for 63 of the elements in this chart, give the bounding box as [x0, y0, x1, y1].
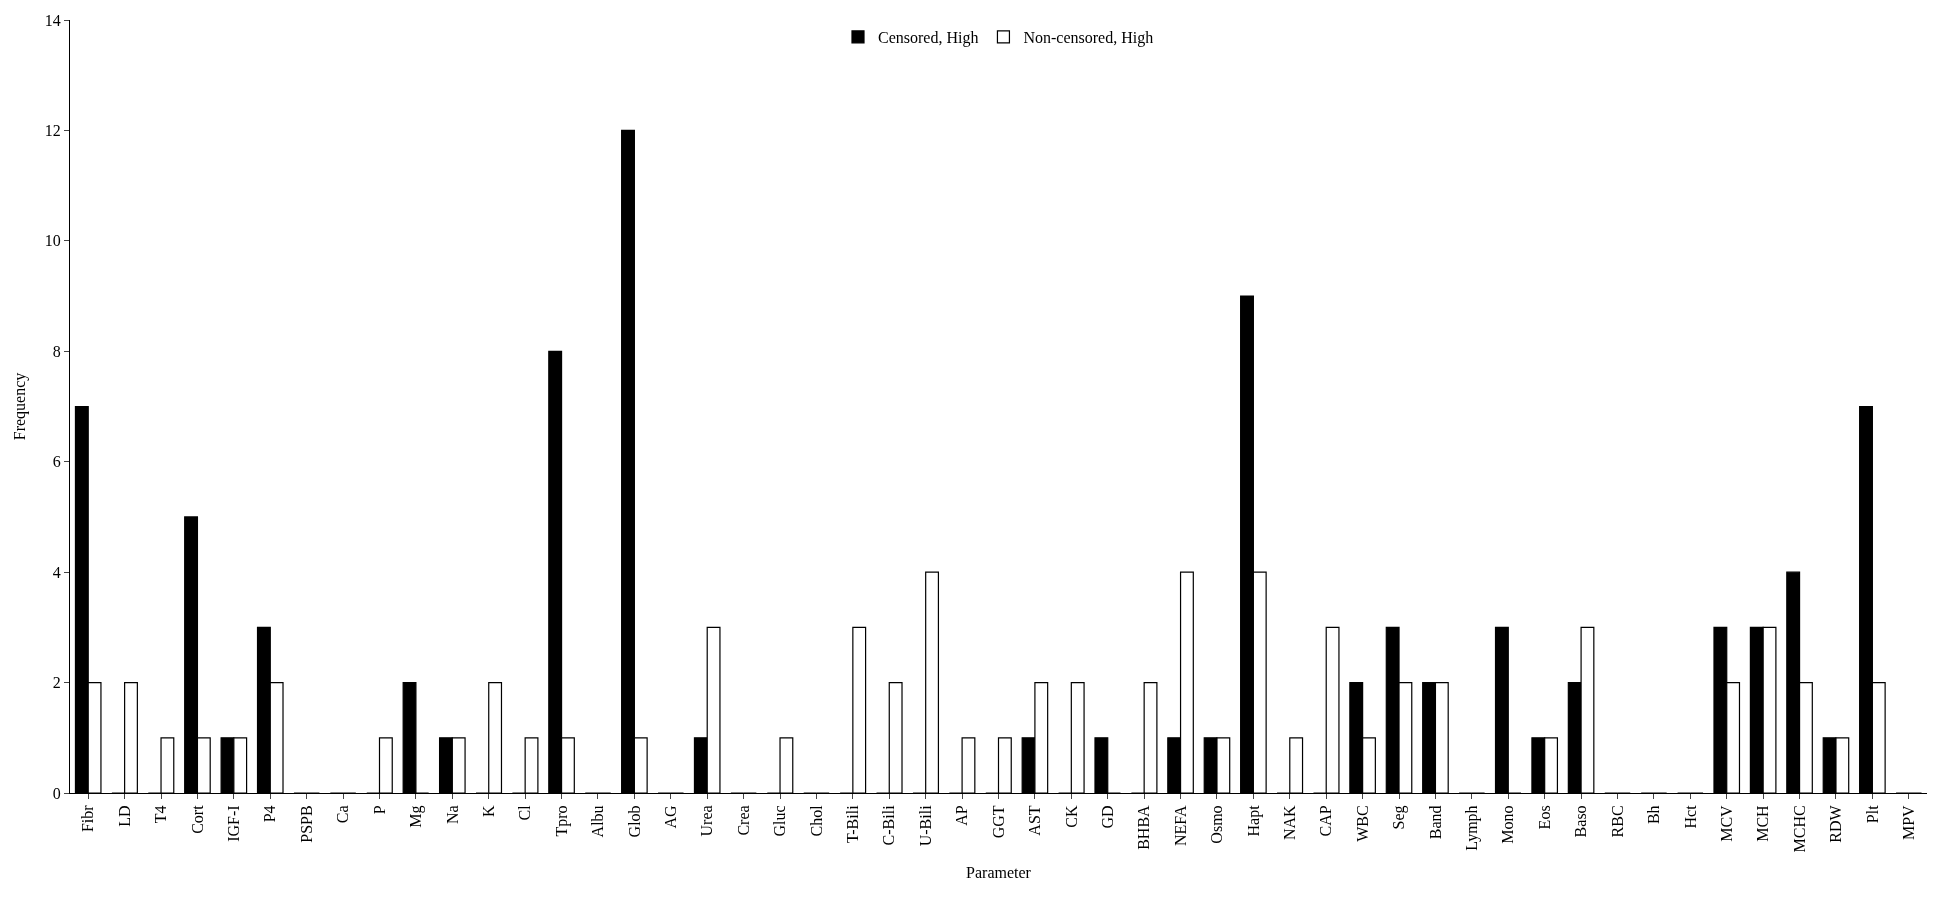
x-tick-label: Cl — [516, 804, 534, 821]
x-tick-label: Seg — [1390, 805, 1409, 830]
x-tick-label: NAK — [1280, 804, 1298, 841]
y-tick-label: 4 — [52, 563, 61, 581]
x-tick-label: Crea — [734, 805, 752, 836]
x-tick-label: BHBA — [1135, 804, 1153, 850]
y-tick-label: 12 — [44, 122, 61, 140]
x-axis-title: Parameter — [966, 864, 1032, 882]
y-tick-label: 10 — [44, 232, 61, 250]
x-tick-label: Mono — [1499, 805, 1517, 844]
x-tick-label: AG — [661, 804, 679, 829]
x-tick-label: Bh — [1645, 805, 1663, 825]
x-tick-label: Lymph — [1463, 805, 1482, 851]
x-tick-label: PSPB — [297, 805, 315, 843]
y-axis-title: Frequency — [10, 372, 29, 441]
x-tick-label: LD — [115, 805, 133, 827]
x-tick-label: MCH — [1754, 804, 1772, 842]
x-tick-label: MCHC — [1790, 805, 1808, 853]
x-tick-label: Cort — [188, 804, 206, 834]
x-tick-label: AST — [1026, 805, 1044, 836]
x-tick-label: C-Bili — [880, 804, 898, 846]
legend-label: Censored, High — [878, 29, 979, 48]
x-tick-label: Fibr — [79, 804, 97, 833]
x-tick-label: Na — [443, 805, 461, 825]
x-tick-label: AP — [953, 805, 971, 826]
x-tick-label: IGF-I — [225, 805, 243, 842]
x-tick-label: T-Bili — [844, 804, 862, 844]
x-tick-label: CK — [1062, 804, 1080, 828]
y-tick-label: 2 — [52, 674, 61, 692]
x-tick-label: Chol — [807, 804, 825, 837]
x-tick-label: Plt — [1863, 804, 1881, 824]
x-tick-label: Mg — [407, 805, 426, 828]
x-tick-label: Eos — [1535, 805, 1553, 830]
x-tick-label: WBC — [1353, 805, 1371, 842]
x-tick-label: Hapt — [1244, 804, 1263, 837]
x-tick-label: Tpro — [552, 805, 571, 837]
x-tick-label: Gluc — [771, 805, 789, 837]
x-tick-label: Albu — [589, 805, 607, 838]
x-tick-label: RBC — [1608, 805, 1626, 838]
x-tick-label: Osmo — [1208, 805, 1226, 844]
x-tick-label: RDW — [1827, 804, 1845, 843]
x-tick-label: K — [479, 804, 497, 817]
x-tick-label: U-Bili — [916, 804, 934, 847]
x-tick-label: Hct — [1681, 804, 1699, 829]
x-tick-label: T4 — [152, 805, 170, 824]
x-tick-label: MPV — [1899, 804, 1917, 841]
y-tick-label: 0 — [52, 784, 61, 802]
x-tick-label: Baso — [1572, 805, 1590, 838]
x-tick-label: P4 — [261, 805, 279, 823]
x-tick-label: GGT — [989, 805, 1007, 839]
x-tick-label: CAP — [1317, 805, 1335, 837]
y-tick-label: 14 — [44, 11, 61, 29]
x-tick-label: MCV — [1717, 804, 1735, 842]
x-tick-label: Band — [1426, 805, 1444, 840]
x-tick-label: GD — [1098, 805, 1116, 829]
x-tick-label: Glob — [625, 805, 643, 838]
y-tick-label: 6 — [52, 453, 61, 471]
x-tick-label: P — [370, 805, 388, 815]
x-tick-label: Urea — [698, 805, 716, 837]
x-tick-label: NEFA — [1171, 804, 1189, 846]
y-tick-label: 8 — [52, 342, 61, 360]
x-tick-label: Ca — [334, 805, 352, 824]
legend-label: Non-censored, High — [1023, 29, 1154, 48]
